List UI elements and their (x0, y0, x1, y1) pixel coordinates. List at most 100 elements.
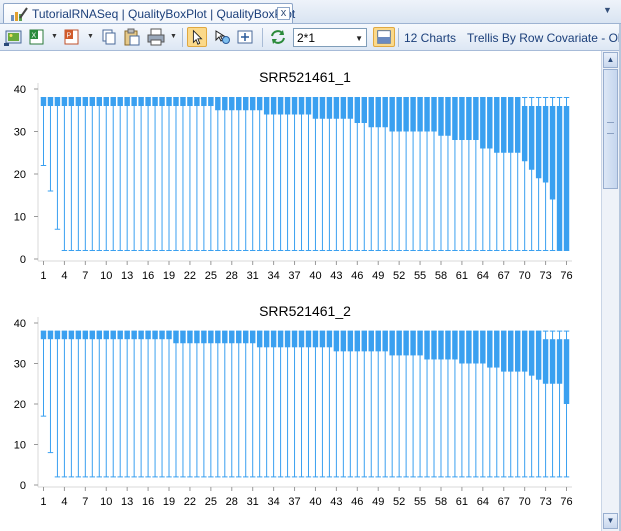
box-plot-box (417, 331, 423, 356)
box-plot-box (131, 97, 137, 106)
x-tick-label: 7 (82, 270, 88, 282)
x-tick-label: 10 (100, 496, 112, 508)
box-plot-box (473, 331, 479, 364)
box-plot-box (319, 331, 326, 348)
trellis-layout-value: 2*1 (297, 31, 316, 45)
box-plot-box (382, 97, 388, 128)
box-plot-box (40, 331, 47, 340)
box-plot-box (514, 331, 521, 372)
box-plot-box (431, 97, 437, 132)
image-export-icon[interactable] (4, 27, 24, 47)
close-tab-button[interactable]: x (277, 7, 290, 20)
box-plot-box (166, 97, 172, 106)
excel-dropdown-arrow-icon[interactable]: ▼ (51, 33, 58, 40)
layout-icon[interactable] (373, 27, 395, 47)
document-tab[interactable]: TutorialRNASeq | QualityBoxPlot | Qualit… (3, 3, 296, 23)
box-plot-box (556, 339, 563, 384)
grip-icon (607, 122, 614, 134)
box-plot-box (201, 97, 207, 106)
box-plot-box (417, 97, 423, 132)
box-plot-box (159, 331, 165, 340)
box-plot-box (215, 331, 221, 344)
box-plot-box (445, 97, 451, 136)
print-dropdown-arrow-icon[interactable]: ▼ (170, 33, 177, 40)
box-plot-box (480, 331, 486, 364)
powerpoint-dropdown-arrow-icon[interactable]: ▼ (87, 33, 94, 40)
box-plot-box (222, 97, 228, 111)
toolbar-separator (182, 28, 183, 47)
box-plot-box (152, 97, 158, 106)
x-tick-label: 46 (351, 270, 363, 282)
box-plot-box (277, 331, 284, 348)
x-tick-label: 34 (267, 270, 279, 282)
box-plot-box (110, 331, 116, 340)
box-plot-box (291, 97, 298, 115)
x-tick-label: 37 (288, 270, 300, 282)
box-plot-box (382, 331, 388, 352)
box-plot-box (549, 106, 556, 200)
x-tick-label: 1 (40, 496, 46, 508)
copy-icon[interactable] (99, 27, 119, 47)
box-plot-box (47, 331, 54, 340)
pointer-icon[interactable] (187, 27, 207, 47)
powerpoint-export-icon[interactable]: P (62, 27, 82, 47)
trellis-layout-combobox[interactable]: 2*1 ▼ (293, 28, 367, 47)
x-tick-label: 76 (560, 496, 572, 508)
box-plot-box (89, 97, 96, 106)
tab-list-dropdown-icon[interactable]: ▼ (603, 5, 612, 15)
box-plot-box (452, 97, 458, 140)
x-tick-label: 55 (414, 270, 426, 282)
box-plot-box (438, 331, 444, 360)
y-tick-label: 40 (14, 84, 26, 96)
x-tick-label: 4 (61, 496, 67, 508)
box-plot-box (410, 97, 416, 132)
x-tick-label: 16 (142, 270, 154, 282)
scrollbar-thumb[interactable] (603, 69, 618, 189)
x-tick-label: 61 (456, 496, 468, 508)
refresh-icon[interactable] (268, 27, 288, 47)
y-tick-label: 30 (14, 127, 26, 139)
window-border (619, 24, 621, 531)
chart-pen-icon (11, 7, 28, 21)
x-tick-label: 73 (539, 496, 551, 508)
box-plot-box (410, 331, 416, 356)
trellis-button[interactable]: Trellis By Row Covariate - Ob (467, 31, 621, 45)
x-tick-label: 7 (82, 496, 88, 508)
vertical-scrollbar[interactable]: ▲ ▼ (601, 51, 619, 531)
box-plot-box (508, 97, 514, 153)
zoom-tool-icon[interactable] (212, 27, 232, 47)
box-plot-box (236, 331, 242, 344)
box-plot-box (54, 331, 61, 340)
tab-title: TutorialRNASeq | QualityBoxPlot | Qualit… (32, 7, 296, 21)
chevron-down-icon[interactable]: ▼ (355, 34, 363, 43)
box-plot-box (284, 331, 291, 348)
scroll-down-button[interactable]: ▼ (603, 513, 618, 529)
box-plot-box (480, 97, 486, 149)
box-plot-box (263, 97, 270, 115)
x-tick-label: 43 (330, 496, 342, 508)
box-plot-box (138, 331, 144, 340)
clipboard-icon[interactable] (122, 27, 142, 47)
x-tick-label: 76 (560, 270, 572, 282)
scroll-up-button[interactable]: ▲ (603, 52, 618, 68)
excel-export-icon[interactable]: X (27, 27, 47, 47)
x-tick-label: 31 (247, 270, 259, 282)
x-tick-label: 58 (435, 270, 447, 282)
box-plot-box (96, 97, 102, 106)
toolbar-separator (398, 28, 399, 47)
box-plot-box (535, 331, 542, 380)
x-tick-label: 37 (288, 496, 300, 508)
box-plot-box (403, 331, 409, 356)
x-tick-label: 31 (247, 496, 259, 508)
print-icon[interactable] (146, 27, 166, 47)
box-plot-box (354, 331, 361, 352)
box-plot-box (82, 97, 89, 106)
x-tick-label: 25 (205, 270, 217, 282)
x-tick-label: 16 (142, 496, 154, 508)
box-plot-box (173, 97, 179, 106)
box-plot-box (187, 97, 193, 106)
box-plot-box (159, 97, 165, 106)
box-plot-box (54, 97, 61, 106)
y-tick-label: 10 (14, 440, 26, 452)
fit-window-icon[interactable] (235, 27, 255, 47)
